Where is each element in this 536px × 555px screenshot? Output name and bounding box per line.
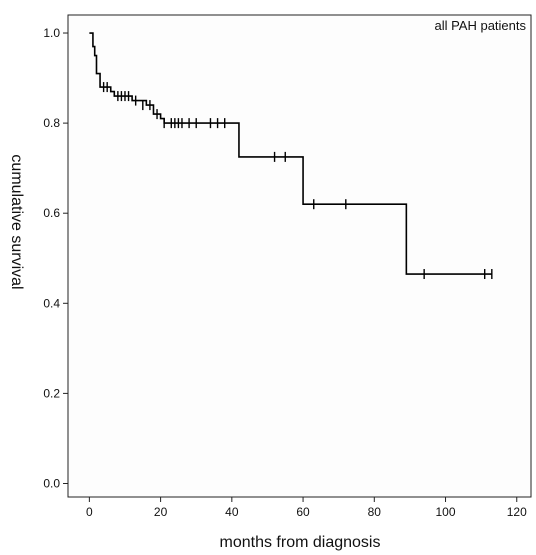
x-tick-label: 0: [86, 505, 93, 519]
y-tick-label: 0.8: [43, 116, 60, 130]
survival-curve: [89, 32, 492, 275]
x-axis-title: months from diagnosis: [220, 534, 381, 551]
x-tick-label: 80: [368, 505, 382, 519]
legend-label: all PAH patients: [434, 18, 526, 33]
x-tick-label: 60: [296, 505, 310, 519]
x-tick-label: 40: [225, 505, 239, 519]
y-axis: 0.0 0.2 0.4 0.6 0.8 1.0: [43, 26, 68, 490]
plot-frame: [67, 14, 532, 498]
x-axis: 0 20 40 60 80 100 120: [86, 497, 527, 519]
y-tick-label: 0.4: [43, 296, 60, 310]
y-tick-label: 0.0: [43, 476, 60, 490]
censor-marks: [102, 82, 493, 280]
x-tick-label: 120: [507, 505, 527, 519]
y-tick-label: 0.2: [43, 386, 60, 400]
x-tick-label: 20: [154, 505, 168, 519]
x-tick-label: 100: [436, 505, 456, 519]
y-tick-label: 0.6: [43, 206, 60, 220]
y-axis-title: cumulative survival: [8, 154, 25, 289]
y-tick-label: 1.0: [43, 26, 60, 40]
